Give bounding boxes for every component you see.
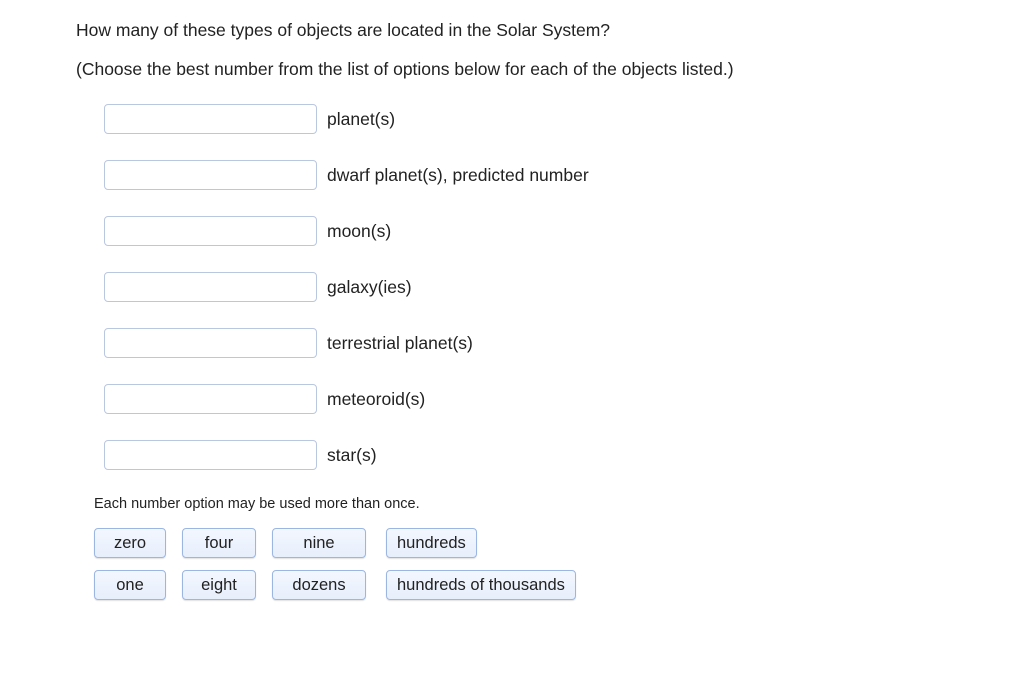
answer-row: dwarf planet(s), predicted number — [104, 160, 1024, 190]
option-hundreds[interactable]: hundreds — [386, 528, 477, 558]
answer-row: meteoroid(s) — [104, 384, 1024, 414]
row-label: terrestrial planet(s) — [327, 333, 473, 354]
answer-row: star(s) — [104, 440, 1024, 470]
options-row: one eight dozens hundreds of thousands — [94, 570, 1024, 600]
drop-slot-moons[interactable] — [104, 216, 317, 246]
drop-slot-meteoroids[interactable] — [104, 384, 317, 414]
row-label: galaxy(ies) — [327, 277, 412, 298]
option-eight[interactable]: eight — [182, 570, 256, 600]
options-row: zero four nine hundreds — [94, 528, 1024, 558]
option-hundreds-of-thousands[interactable]: hundreds of thousands — [386, 570, 576, 600]
answer-rows: planet(s) dwarf planet(s), predicted num… — [104, 104, 1024, 470]
drop-slot-galaxies[interactable] — [104, 272, 317, 302]
option-dozens[interactable]: dozens — [272, 570, 366, 600]
options-bank: zero four nine hundreds one eight dozens… — [94, 528, 1024, 600]
row-label: moon(s) — [327, 221, 391, 242]
row-label: meteoroid(s) — [327, 389, 425, 410]
drop-slot-stars[interactable] — [104, 440, 317, 470]
option-zero[interactable]: zero — [94, 528, 166, 558]
row-label: dwarf planet(s), predicted number — [327, 165, 589, 186]
option-four[interactable]: four — [182, 528, 256, 558]
question-text: How many of these types of objects are l… — [76, 20, 1024, 41]
answer-row: moon(s) — [104, 216, 1024, 246]
note-text: Each number option may be used more than… — [94, 496, 1024, 512]
option-nine[interactable]: nine — [272, 528, 366, 558]
quiz-page: How many of these types of objects are l… — [0, 0, 1024, 600]
answer-row: terrestrial planet(s) — [104, 328, 1024, 358]
drop-slot-planets[interactable] — [104, 104, 317, 134]
drop-slot-dwarf-planets[interactable] — [104, 160, 317, 190]
instruction-text: (Choose the best number from the list of… — [76, 59, 1024, 80]
row-label: planet(s) — [327, 109, 395, 130]
drop-slot-terrestrial-planets[interactable] — [104, 328, 317, 358]
answer-row: planet(s) — [104, 104, 1024, 134]
option-one[interactable]: one — [94, 570, 166, 600]
answer-row: galaxy(ies) — [104, 272, 1024, 302]
row-label: star(s) — [327, 445, 377, 466]
